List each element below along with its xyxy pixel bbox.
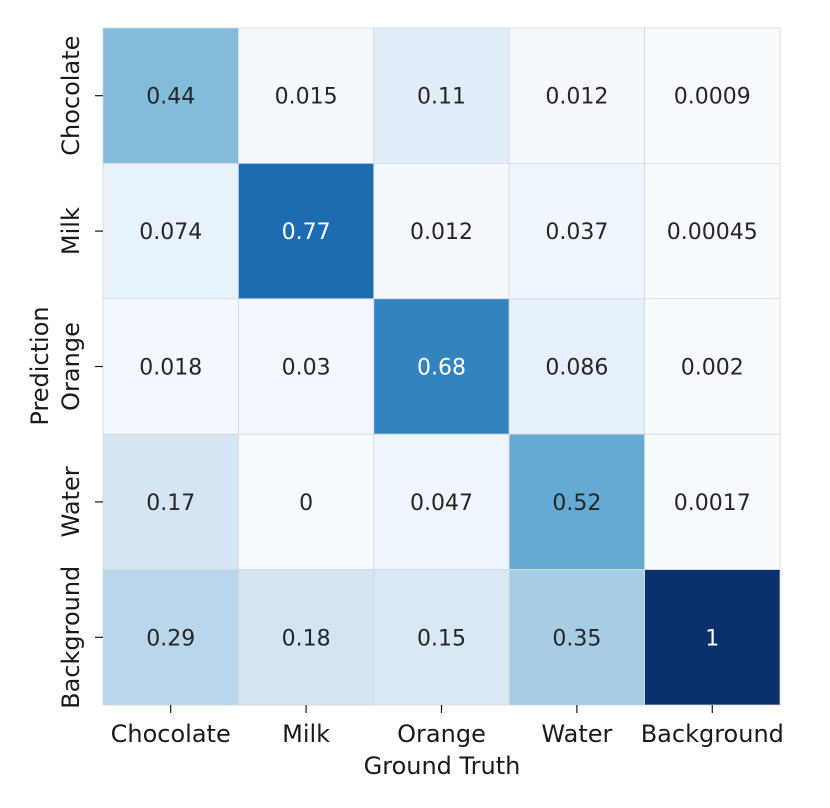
y-tick-labels: Chocolate Milk Orange Water Background <box>57 36 85 709</box>
y-tick-label: Milk <box>57 207 85 255</box>
heatmap-cell <box>237 162 375 300</box>
x-tick-label: Milk <box>282 720 330 748</box>
cell-value-label: 0.074 <box>139 220 202 245</box>
heatmap-cell <box>237 298 375 435</box>
cell-value-label: 0.15 <box>417 626 466 651</box>
cell-value-label: 0.44 <box>146 85 195 110</box>
heatmap-cell <box>508 569 646 706</box>
heatmap-cell <box>508 433 646 571</box>
cell-value-label: 0.29 <box>146 626 195 651</box>
cell-value-label: 0.0017 <box>674 491 751 516</box>
heatmap-cell <box>644 569 781 706</box>
heatmap-cell <box>373 27 510 164</box>
heatmap-cell <box>237 433 375 571</box>
cell-value-label: 0.037 <box>545 220 608 245</box>
heatmap-cell <box>508 162 646 300</box>
heatmap-cell <box>102 569 239 706</box>
heatmap-cell <box>237 569 375 706</box>
heatmap-cell <box>102 27 239 164</box>
cell-value-label: 0.086 <box>545 356 608 381</box>
heatmap-cell <box>508 27 646 164</box>
axis-ticks <box>95 95 713 713</box>
heatmap-cell <box>644 298 781 435</box>
cell-value-label: 0.0009 <box>674 85 751 110</box>
heatmap-cell <box>373 433 510 571</box>
heatmap-cell <box>102 162 239 300</box>
heatmap-cell <box>373 298 510 435</box>
cell-value-label: 0.68 <box>417 356 466 381</box>
heatmap-cell <box>644 162 781 300</box>
y-axis-label: Prediction <box>26 306 54 425</box>
cell-value-label: 0.18 <box>282 626 331 651</box>
x-tick-labels: Chocolate Milk Orange Water Background <box>111 720 784 748</box>
x-tick-label: Water <box>541 720 612 748</box>
heatmap-cell <box>508 298 646 435</box>
heatmap-cell <box>373 162 510 300</box>
x-axis-label: Ground Truth <box>364 752 521 780</box>
y-tick-label: Water <box>57 466 85 537</box>
cell-value-label: 1 <box>705 626 719 651</box>
cell-value-label: 0.015 <box>275 85 338 110</box>
cell-value-label: 0.018 <box>139 356 202 381</box>
y-tick-label: Orange <box>57 322 85 411</box>
cell-value-label: 0.11 <box>417 85 466 110</box>
cell-value-label: 0.012 <box>410 220 473 245</box>
x-tick-label: Chocolate <box>111 720 231 748</box>
cell-value-label: 0 <box>299 491 313 516</box>
cell-value-label: 0.52 <box>552 491 601 516</box>
cell-value-label: 0.00045 <box>667 220 758 245</box>
heatmap-cell <box>102 433 239 571</box>
cell-value-label: 0.012 <box>545 85 608 110</box>
cell-value-label: 0.03 <box>282 356 331 381</box>
x-tick-label: Background <box>641 720 784 748</box>
heatmap-cell <box>237 27 375 164</box>
cell-value-label: 0.047 <box>410 491 473 516</box>
cell-value-label: 0.17 <box>146 491 195 516</box>
heatmap-cell <box>373 569 510 706</box>
x-tick-label: Orange <box>397 720 486 748</box>
y-tick-label: Chocolate <box>57 36 85 156</box>
cell-value-label: 0.35 <box>552 626 601 651</box>
cell-value-label: 0.77 <box>282 220 331 245</box>
heatmap-cells: 0.44 0.015 0.11 0.012 0.0009 0.074 0.77 0.012 0.… <box>102 27 781 706</box>
heatmap-cell <box>644 433 781 571</box>
y-tick-label: Background <box>57 566 85 709</box>
cell-value-label: 0.002 <box>681 356 744 381</box>
